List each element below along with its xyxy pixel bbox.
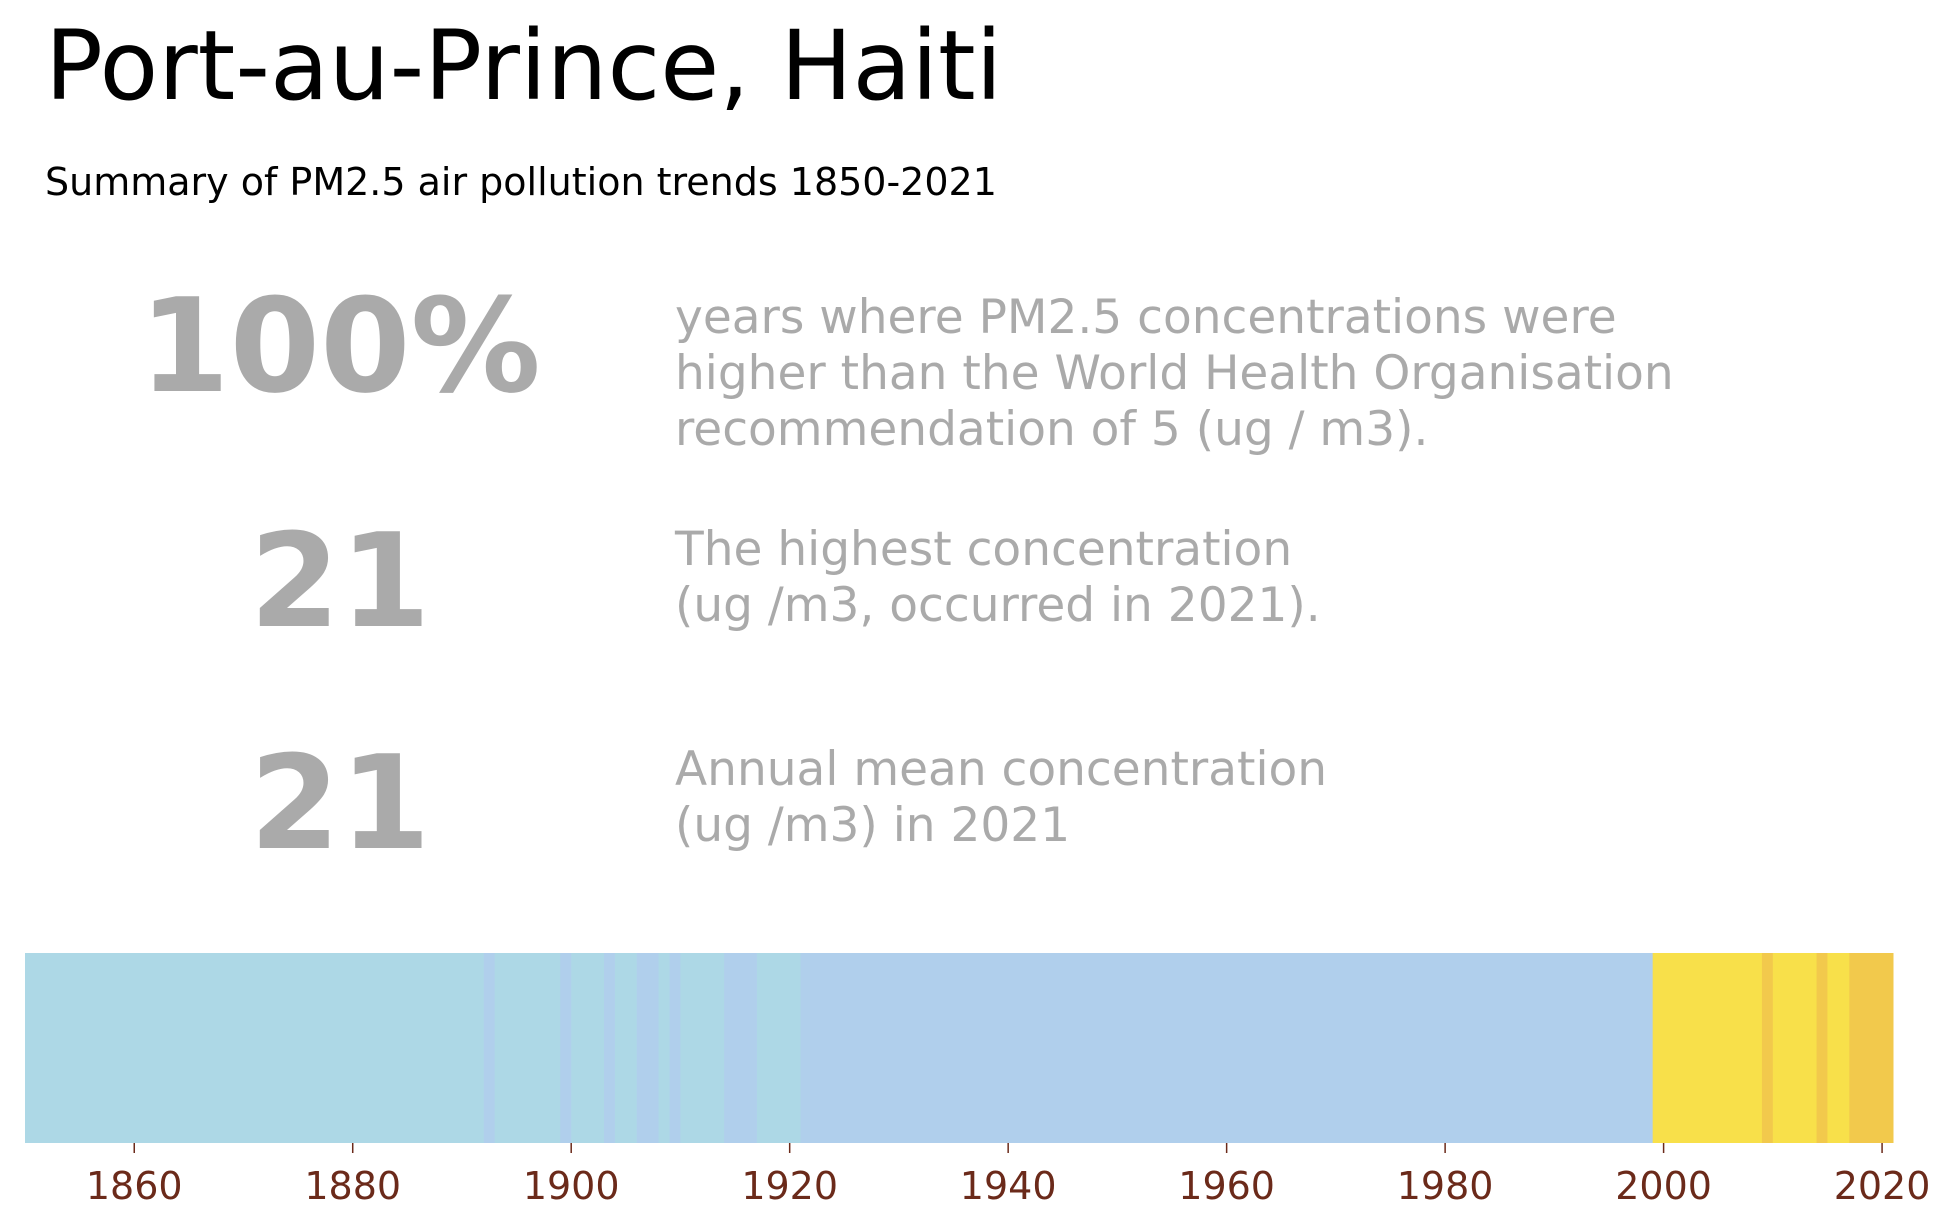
x-tick-label-1860: 1860 — [86, 1164, 183, 1208]
x-tick-label-1940: 1940 — [960, 1164, 1057, 1208]
stripe-segment-1999 — [1652, 953, 1763, 1143]
stripe-segment-1904 — [614, 953, 638, 1143]
stat-value-annual-mean: 21 — [249, 727, 431, 879]
stat-text-highest: The highest concentration (ug /m3, occur… — [675, 522, 1321, 633]
x-tick-label-1960: 1960 — [1178, 1164, 1275, 1208]
x-tick-label-1980: 1980 — [1397, 1164, 1494, 1208]
x-tick-label-1920: 1920 — [741, 1164, 838, 1208]
stat-text-years-above: years where PM2.5 concentrations were hi… — [675, 290, 1674, 457]
stripe-segment-1914 — [724, 953, 758, 1143]
x-tick-label-1880: 1880 — [304, 1164, 401, 1208]
stripe-segment-1892 — [483, 953, 496, 1143]
x-tick-label-2020: 2020 — [1834, 1164, 1931, 1208]
stat-value-years-above: 100% — [139, 270, 541, 422]
x-tick-label-2000: 2000 — [1615, 1164, 1712, 1208]
stripe-segment-1917 — [756, 953, 802, 1143]
stripe-segment-1850 — [25, 953, 485, 1143]
page-subtitle: Summary of PM2.5 air pollution trends 18… — [45, 160, 997, 204]
stripe-segment-2017 — [1849, 953, 1894, 1143]
stripe-segment-1910 — [680, 953, 725, 1143]
stripe-segment-1903 — [603, 953, 616, 1143]
stripe-segment-1908 — [658, 953, 671, 1143]
stripe-segment-2014 — [1816, 953, 1828, 1143]
stripe-segment-1900 — [571, 953, 605, 1143]
stripe-segment-1899 — [560, 953, 572, 1143]
page-title: Port-au-Prince, Haiti — [45, 10, 1003, 122]
x-tick-label-1900: 1900 — [523, 1164, 620, 1208]
stripe-segment-1893 — [494, 953, 561, 1143]
stripe-segment-2015 — [1827, 953, 1850, 1143]
stat-text-annual-mean: Annual mean concentration (ug /m3) in 20… — [675, 742, 1328, 853]
stripe-segment-2009 — [1761, 953, 1774, 1143]
stripe-segment-1906 — [636, 953, 660, 1143]
stripe-segment-1921 — [800, 953, 1654, 1143]
stripe-segment-2010 — [1772, 953, 1818, 1143]
stat-value-highest: 21 — [249, 505, 431, 657]
stripe-segment-1909 — [669, 953, 681, 1143]
